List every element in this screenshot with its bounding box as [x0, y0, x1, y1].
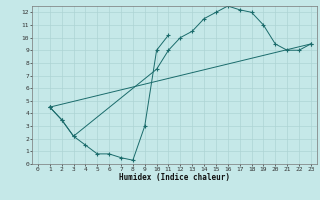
X-axis label: Humidex (Indice chaleur): Humidex (Indice chaleur): [119, 173, 230, 182]
